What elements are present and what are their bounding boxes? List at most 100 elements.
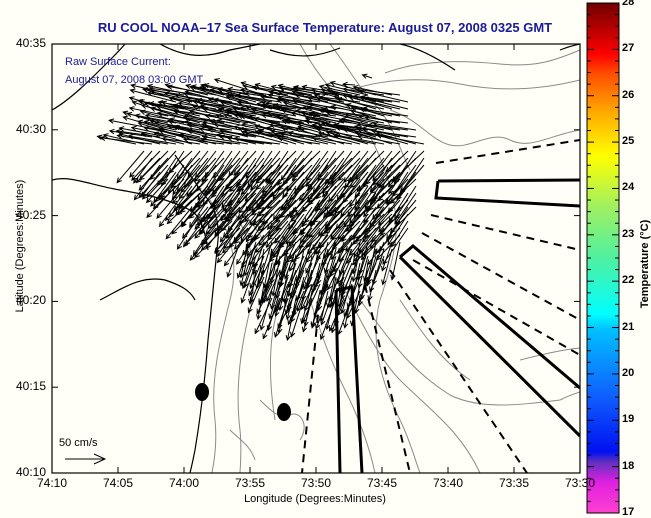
current-vector [228, 92, 273, 103]
axis-ticks [51, 43, 581, 474]
colorbar-tick-label: 27 [622, 42, 635, 55]
current-vector [240, 262, 257, 304]
current-vector [301, 297, 313, 333]
current-vector [207, 127, 257, 138]
current-vector [161, 136, 201, 145]
x-tick-label: 73:35 [498, 476, 530, 490]
lane-dashed [412, 259, 580, 356]
x-tick-label: 73:40 [432, 476, 464, 490]
current-vector [256, 283, 273, 315]
current-vector [357, 127, 409, 145]
current-vector [256, 101, 297, 110]
y-tick-label: 40:10 [15, 465, 46, 479]
current-vector [351, 248, 361, 283]
current-vector [249, 269, 265, 304]
current-vector [135, 157, 161, 184]
current-vector [156, 185, 185, 219]
current-vector [311, 135, 353, 145]
current-vector [332, 132, 385, 145]
current-vector [290, 297, 305, 338]
current-vector [108, 118, 161, 131]
y-tick-label: 40:35 [15, 36, 46, 50]
current-vector [357, 134, 401, 145]
current-vector [172, 178, 193, 205]
current-vector [194, 213, 217, 239]
current-vector [168, 117, 217, 131]
current-vector [209, 88, 257, 103]
current-vector [325, 110, 377, 124]
current-vector [333, 122, 377, 138]
lane-dashed [364, 284, 411, 473]
current-vector [322, 192, 345, 219]
current-vector [354, 131, 393, 145]
current-vector [216, 118, 265, 131]
x-tick-label: 73:45 [366, 476, 398, 490]
contour-line [344, 289, 481, 473]
current-vector [141, 171, 169, 200]
colorbar-tick-label: 21 [622, 320, 635, 333]
current-vector [176, 213, 201, 250]
current-vector [145, 178, 169, 204]
lane-box [334, 285, 364, 473]
current-vector [232, 106, 281, 117]
current-vector [184, 220, 209, 246]
contour-line [519, 347, 580, 361]
current-vector [233, 136, 281, 145]
current-vector [129, 88, 177, 103]
current-vector [266, 206, 289, 231]
colorbar-tick-label: 22 [622, 274, 635, 287]
lane-box [398, 244, 580, 438]
current-vector [243, 255, 257, 289]
current-vector [182, 136, 225, 145]
current-vector [174, 92, 217, 103]
current-vector [198, 126, 241, 138]
current-vector [316, 96, 369, 110]
current-vector [166, 199, 193, 225]
current-vector [336, 248, 353, 285]
current-vector [182, 213, 209, 248]
colorbar-tick-label: 17 [622, 506, 635, 518]
current-vector [235, 92, 281, 103]
buoy-marker[interactable] [195, 383, 209, 401]
current-vector [287, 130, 337, 145]
scale-arrow-icon [65, 453, 107, 465]
x-axis-label: Longitude (Degrees:Minutes) [244, 493, 386, 505]
legend-line2: August 07, 2008 03:00 GMT [65, 74, 204, 86]
current-vector [184, 97, 225, 110]
current-vector [172, 103, 225, 117]
current-vector [326, 87, 377, 103]
current-vector [336, 96, 385, 110]
y-tick-label: 40:15 [15, 379, 46, 394]
y-tick-label: 40:20 [15, 293, 46, 308]
current-vector [116, 133, 169, 145]
contour-line [384, 49, 580, 74]
current-vector [149, 106, 201, 124]
current-vector [282, 171, 305, 199]
current-vector [311, 123, 353, 138]
current-vector [150, 178, 177, 207]
legend-line1: Raw Surface Current: [65, 56, 171, 68]
colorbar-tick-label: 18 [622, 459, 635, 472]
current-vector [237, 113, 289, 131]
current-vector [141, 171, 161, 198]
colorbar-tick-label: 23 [622, 227, 635, 240]
current-vector [194, 227, 225, 259]
current-vector [358, 89, 409, 103]
current-vector [225, 95, 273, 110]
current-vector [327, 171, 353, 203]
current-vector [318, 84, 361, 96]
current-vector [188, 192, 217, 219]
contour-line [229, 429, 256, 461]
buoy-marker[interactable] [277, 403, 291, 421]
current-vector [240, 130, 289, 145]
contour-line [389, 109, 580, 147]
current-vector [201, 134, 249, 145]
colorbar-tick-label: 26 [622, 88, 635, 101]
current-vector [381, 248, 393, 286]
current-vector [364, 115, 409, 124]
current-vector [156, 111, 209, 124]
current-vector [262, 297, 281, 340]
colorbar [586, 2, 620, 514]
current-vector [236, 248, 249, 279]
current-vector [223, 234, 249, 267]
